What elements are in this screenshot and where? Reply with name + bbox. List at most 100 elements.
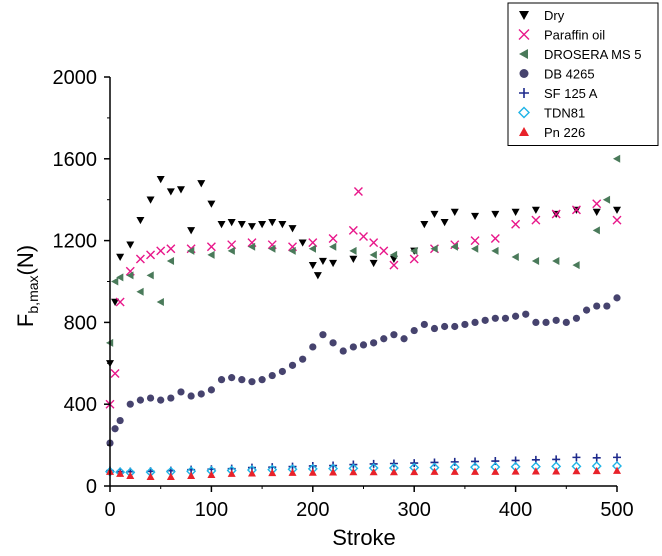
data-point [187, 392, 195, 400]
legend-item: Dry [519, 8, 565, 23]
data-point [308, 261, 317, 270]
data-point [450, 242, 458, 251]
data-point [197, 180, 206, 188]
legend-item: Pn 226 [519, 125, 585, 140]
data-point [349, 468, 358, 476]
data-point [156, 297, 164, 306]
data-point [441, 322, 449, 331]
data-point [593, 302, 601, 310]
data-point [511, 219, 521, 229]
data-point [135, 254, 145, 264]
legend-label: SF 125 A [544, 86, 598, 101]
data-point [247, 469, 256, 477]
data-point [308, 244, 316, 253]
legend-item: DROSERA MS 5 [519, 47, 642, 62]
data-point [531, 257, 540, 266]
data-point [571, 205, 581, 215]
data-point [319, 331, 327, 339]
data-point [207, 470, 216, 478]
data-point [166, 188, 175, 196]
x-axis-title: Stroke [332, 525, 396, 550]
data-point [430, 210, 439, 219]
data-point [409, 254, 419, 264]
data-point [111, 277, 119, 286]
data-point [248, 378, 256, 386]
y-tick-label: 800 [64, 312, 97, 334]
data-point [247, 242, 256, 251]
series-3 [106, 294, 621, 447]
data-point [613, 154, 621, 163]
data-point [217, 376, 226, 384]
data-point [329, 468, 338, 476]
data-point [410, 326, 418, 335]
data-point [390, 331, 398, 339]
data-point [166, 257, 175, 266]
data-point [471, 467, 480, 475]
data-point [511, 252, 519, 261]
legend-marker [519, 69, 529, 78]
legend-label: Dry [544, 8, 565, 23]
data-point [126, 241, 135, 249]
data-point [136, 216, 145, 225]
y-tick-label: 1600 [53, 149, 98, 171]
data-point [572, 453, 581, 462]
y-tick-label: 400 [64, 394, 97, 416]
series-1 [105, 187, 622, 409]
legend-item: Paraffin oil [518, 28, 605, 43]
series-6 [106, 466, 621, 480]
data-point [582, 306, 591, 314]
legend-item: TDN81 [518, 106, 585, 121]
data-point [136, 287, 144, 296]
data-point [522, 310, 530, 318]
x-tick-label: 200 [296, 499, 329, 521]
data-point [349, 343, 357, 351]
data-point [146, 196, 155, 204]
legend-item: SF 125 A [519, 86, 598, 101]
data-point [308, 468, 317, 476]
y-tick-label: 1200 [53, 231, 98, 253]
data-point [207, 386, 215, 394]
data-point [400, 335, 408, 343]
data-point [592, 226, 600, 235]
data-point [380, 335, 388, 343]
data-point [349, 255, 358, 264]
data-point [531, 467, 540, 475]
data-point [207, 250, 215, 259]
data-point [511, 208, 520, 216]
data-point [288, 246, 296, 255]
data-point [410, 246, 418, 255]
data-point [592, 208, 601, 216]
data-point [268, 371, 276, 380]
data-point [440, 218, 449, 227]
series-0 [106, 176, 621, 368]
data-point [166, 244, 176, 254]
data-point [450, 467, 459, 475]
y-axis-title-sub: b,max [25, 275, 41, 313]
legend-label: DB 4265 [544, 67, 595, 82]
data-point [187, 227, 196, 235]
data-point [532, 318, 540, 326]
data-point [491, 467, 500, 475]
data-point [110, 369, 120, 379]
data-point [562, 318, 570, 326]
data-point [369, 250, 377, 259]
data-point [157, 396, 165, 404]
legend-label: TDN81 [544, 106, 585, 121]
data-point [602, 195, 611, 204]
data-point [612, 215, 622, 225]
data-point [111, 425, 119, 433]
data-point [451, 322, 459, 331]
data-point [531, 215, 541, 225]
data-point [187, 471, 196, 479]
legend-item: DB 4265 [519, 67, 595, 82]
data-point [430, 244, 438, 253]
legend-marker [519, 88, 529, 98]
data-point [339, 347, 347, 355]
data-point [450, 208, 459, 216]
y-tick-label: 0 [86, 476, 97, 498]
y-axis-title-main: F [13, 314, 38, 327]
data-point [288, 468, 297, 476]
svg-text:Fb,max(N): Fb,max(N) [13, 245, 41, 327]
data-point [410, 467, 419, 476]
data-point [471, 318, 479, 326]
